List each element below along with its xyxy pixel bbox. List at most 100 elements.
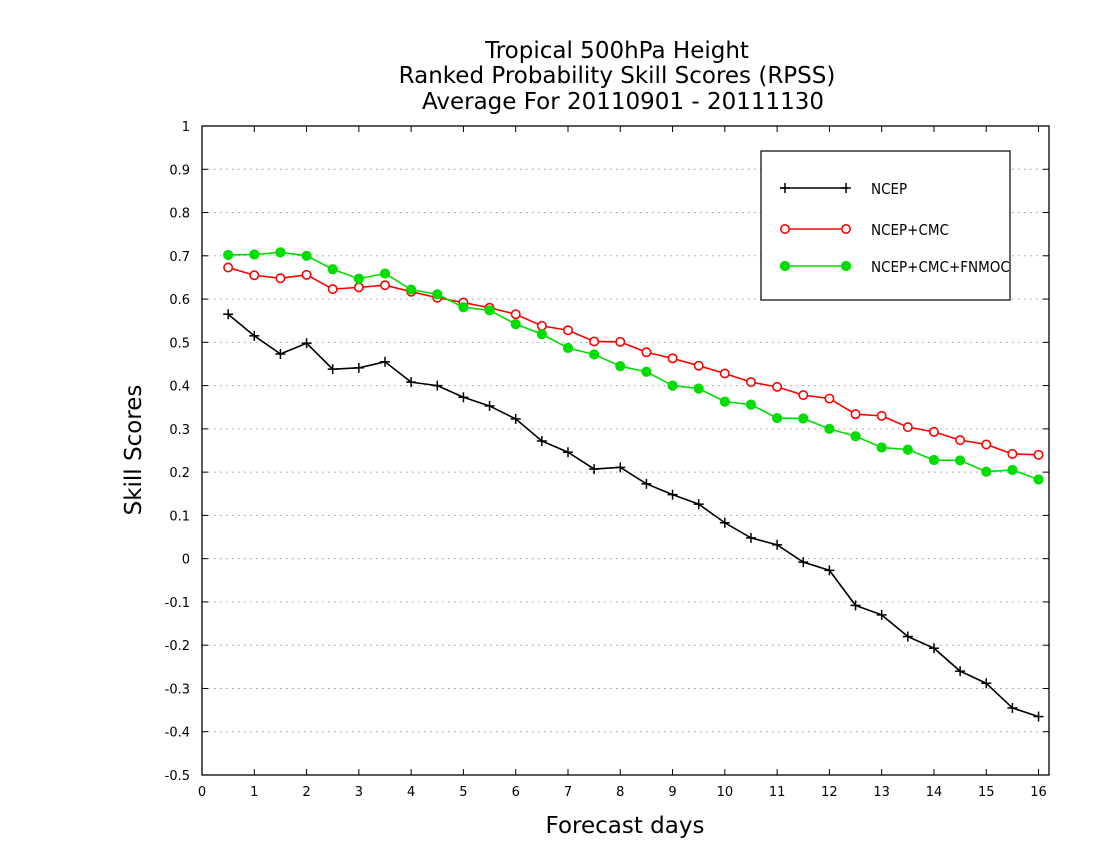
series-ncep-cmc — [223, 262, 1044, 460]
open-circle-marker — [779, 224, 790, 235]
x-tick-label: 16 — [1030, 785, 1047, 800]
legend-item: NCEP+CMC+FNMOC — [779, 258, 1010, 276]
plus-marker — [745, 532, 756, 543]
x-tick-label: 5 — [459, 785, 467, 800]
open-circle-marker — [301, 269, 312, 280]
legend-item: NCEP — [780, 180, 907, 198]
series-ncep — [223, 309, 1044, 722]
title-line-1: Tropical 500hPa Height — [484, 38, 749, 64]
plus-marker — [876, 609, 887, 620]
open-circle-marker — [353, 282, 364, 293]
y-tick-label: 0.8 — [169, 207, 190, 222]
open-circle-marker — [840, 224, 851, 235]
plus-marker — [562, 447, 573, 458]
plus-marker — [667, 489, 678, 500]
open-circle-marker — [1007, 448, 1018, 459]
y-tick-label: -0.3 — [165, 682, 190, 697]
plus-marker — [902, 631, 913, 642]
plus-marker — [536, 435, 547, 446]
legend: NCEP NCEP+CMC NCEP+CMC+FNMOC — [760, 150, 1011, 301]
y-tick-label: 0.9 — [169, 163, 190, 178]
filled-circle-marker — [1033, 474, 1044, 485]
plus-marker — [353, 362, 364, 373]
plus-marker — [1033, 711, 1044, 722]
x-tick-label: 8 — [616, 785, 624, 800]
plus-marker — [841, 183, 851, 193]
filled-circle-marker — [327, 264, 338, 275]
x-tick-label: 10 — [717, 785, 734, 800]
filled-circle-marker — [779, 260, 791, 272]
plus-marker — [719, 517, 730, 528]
filled-circle-marker — [589, 349, 600, 360]
plus-marker — [589, 464, 600, 475]
x-tick-label: 3 — [355, 785, 363, 800]
open-circle-marker — [876, 410, 887, 421]
open-circle-marker — [379, 280, 390, 291]
filled-circle-marker — [693, 383, 704, 394]
plus-marker — [798, 557, 809, 568]
plus-marker — [693, 499, 704, 510]
legend-box — [760, 150, 1011, 301]
x-tick-label: 7 — [564, 785, 572, 800]
filled-circle-marker — [484, 305, 495, 316]
plus-marker — [928, 643, 939, 654]
y-axis-title: Skill Scores — [121, 385, 147, 516]
filled-circle-marker — [876, 442, 887, 453]
open-circle-marker — [772, 381, 783, 392]
y-tick-label: 0.2 — [169, 466, 190, 481]
open-circle-marker — [536, 320, 547, 331]
plus-marker — [223, 309, 234, 320]
filled-circle-marker — [562, 342, 574, 354]
plus-marker — [458, 392, 469, 403]
y-tick-label: 0.3 — [169, 423, 190, 438]
x-tick-label: 4 — [407, 785, 415, 800]
filled-circle-marker — [406, 284, 417, 295]
plus-marker — [510, 413, 521, 424]
open-circle-marker — [249, 270, 260, 281]
filled-circle-marker — [275, 247, 286, 258]
open-circle-marker — [641, 347, 652, 358]
filled-circle-marker — [615, 361, 626, 372]
open-circle-marker — [824, 393, 835, 404]
y-tick-label: 0.1 — [169, 509, 190, 524]
y-tick-label: -0.4 — [165, 726, 190, 741]
plus-marker — [772, 539, 783, 550]
filled-circle-marker — [772, 412, 783, 424]
filled-circle-marker — [955, 455, 966, 466]
filled-circle-marker — [850, 431, 861, 442]
open-circle-marker — [850, 409, 861, 420]
open-circle-marker — [693, 360, 704, 371]
open-circle-marker — [562, 325, 573, 336]
x-tick-label: 11 — [769, 785, 786, 800]
open-circle-marker — [327, 284, 338, 295]
filled-circle-marker — [928, 454, 940, 466]
legend-label: NCEP+CMC — [871, 221, 949, 239]
x-tick-label: 0 — [198, 785, 206, 800]
open-circle-marker — [223, 262, 234, 273]
filled-circle-marker — [353, 273, 364, 284]
filled-circle-marker — [824, 423, 835, 434]
legend-items: NCEP NCEP+CMC NCEP+CMC+FNMOC — [779, 180, 1010, 276]
plus-marker — [1007, 702, 1018, 713]
plus-marker — [379, 356, 390, 367]
plus-marker — [780, 183, 790, 193]
y-tick-label: 0.4 — [169, 380, 190, 395]
filled-circle-marker — [840, 260, 852, 272]
plus-marker — [432, 380, 443, 391]
open-circle-marker — [745, 377, 756, 388]
title-line-3: Average For 20110901 - 20111130 — [422, 89, 824, 115]
series-layer — [223, 247, 1044, 722]
y-tick-label: 0.7 — [169, 250, 190, 265]
chart-title: Tropical 500hPa Height Ranked Probabilit… — [399, 38, 836, 115]
open-circle-marker — [667, 353, 678, 364]
series-ncep-cmc-fnmoc — [223, 247, 1044, 485]
open-circle-marker — [589, 336, 600, 347]
plus-marker — [641, 478, 652, 489]
open-circle-marker — [719, 368, 730, 379]
y-tick-label: -0.1 — [165, 596, 190, 611]
axis-ticks: -0.5 -0.4 -0.3 -0.2 -0.1 0 0.1 0.2 0.3 0.4 0.5 0.6 0… — [165, 120, 1049, 800]
filled-circle-marker — [641, 366, 652, 377]
y-tick-label: 0 — [182, 553, 190, 568]
title-line-2: Ranked Probability Skill Scores (RPSS) — [399, 63, 836, 89]
